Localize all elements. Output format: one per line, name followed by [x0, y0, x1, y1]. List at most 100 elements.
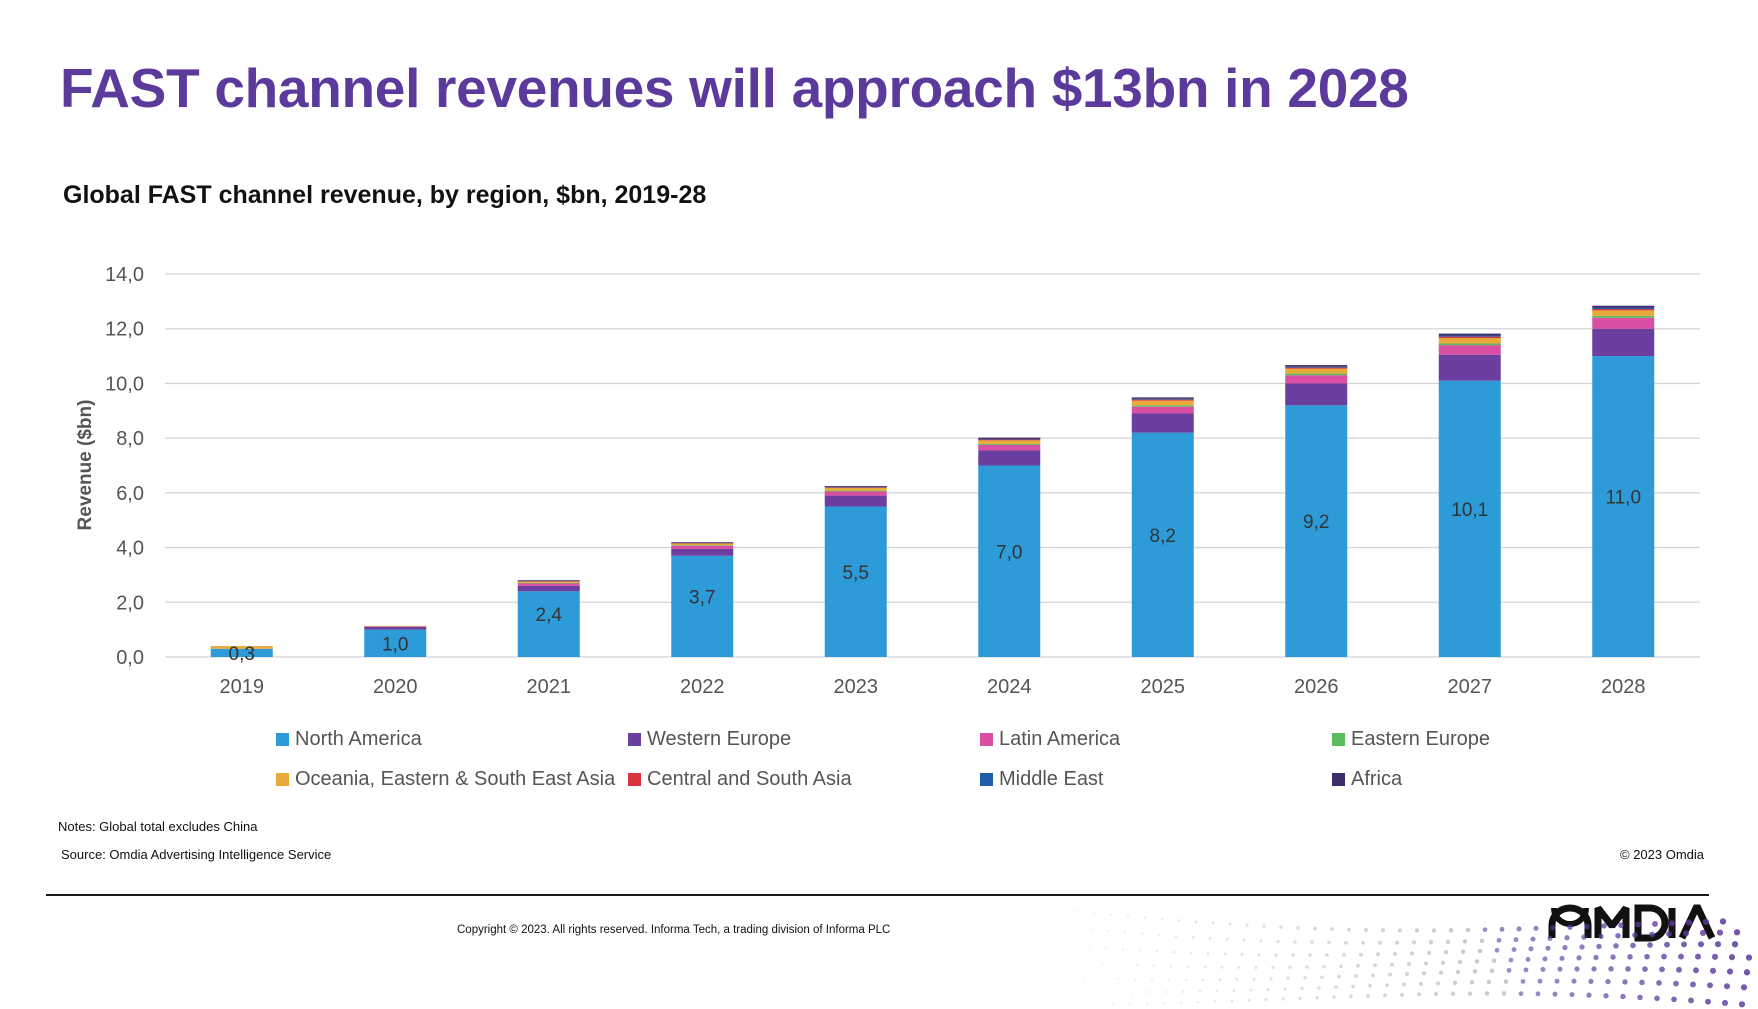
decorative-dot	[1709, 967, 1717, 974]
decorative-dot	[1738, 1001, 1746, 1008]
decorative-dot	[1540, 967, 1546, 973]
decorative-dot	[1181, 990, 1185, 994]
legend-label: Middle East	[999, 768, 1104, 790]
decorative-dot	[1400, 992, 1404, 997]
bar-segment-oceania-eastern-south-east-asia-2020	[364, 625, 427, 627]
decorative-dot	[1716, 929, 1724, 936]
data-label-2020: 1,0	[382, 634, 408, 655]
decorative-dot	[1276, 939, 1280, 944]
decorative-dot	[1428, 940, 1434, 945]
decorative-dot	[1368, 983, 1372, 988]
decorative-dot	[1567, 924, 1573, 930]
decorative-dot	[1269, 977, 1273, 981]
decorative-dot	[1330, 927, 1334, 932]
decorative-dot	[1518, 991, 1524, 997]
bar-segment-north-america-2028	[1592, 356, 1655, 657]
legend-label: Latin America	[999, 728, 1121, 750]
decorative-dot	[1591, 966, 1597, 972]
decorative-dot	[1426, 950, 1432, 955]
decorative-dot	[1603, 993, 1609, 999]
decorative-dot	[1731, 941, 1739, 948]
bar-segment-western-europe-2026	[1285, 383, 1348, 406]
decorative-dot	[1605, 978, 1611, 985]
decorative-dot	[1356, 963, 1360, 968]
decorative-dot	[1305, 965, 1309, 969]
decorative-dot	[1104, 947, 1108, 950]
decorative-dot	[1126, 914, 1130, 918]
decorative-dot	[1118, 963, 1122, 966]
bar-segment-middle-east-2028	[1592, 307, 1655, 310]
bar-segment-latin-america-2023	[824, 491, 887, 496]
bar-segment-latin-america-2022	[671, 545, 734, 549]
decorative-dot	[1344, 940, 1348, 945]
decorative-dot	[1281, 997, 1285, 1001]
decorative-dot	[1460, 949, 1466, 954]
decorative-dot	[1503, 979, 1509, 984]
data-label-2022: 3,7	[689, 587, 715, 608]
decorative-dot	[1584, 923, 1590, 930]
decorative-dot	[1337, 974, 1341, 979]
bar-segment-central-and-south-asia-2028	[1592, 309, 1655, 311]
decorative-dot	[1557, 966, 1563, 972]
legend-item: Oceania, Eastern & South East Asia	[276, 768, 615, 791]
legend-item: Africa	[1332, 768, 1402, 791]
decorative-dot	[1087, 945, 1091, 949]
decorative-dot	[1431, 928, 1437, 933]
bar-segment-oceania-eastern-south-east-asia-2027	[1438, 338, 1501, 344]
decorative-dot	[1688, 997, 1694, 1004]
decorative-dot	[1218, 978, 1222, 982]
bar-segment-western-europe-2021	[517, 585, 580, 592]
decorative-dot	[1286, 976, 1290, 980]
y-tick-label: 14,0	[105, 264, 144, 286]
bar-segment-north-america-2023	[824, 506, 887, 657]
bar-segment-eastern-europe-2022	[671, 545, 734, 546]
decorative-dot	[1220, 965, 1224, 969]
legend-swatch	[276, 773, 289, 786]
decorative-dot	[1496, 937, 1502, 943]
bar-segment-eastern-europe-2028	[1592, 315, 1655, 318]
footer-copyright: Copyright © 2023. All rights reserved. I…	[457, 924, 891, 936]
legend-label: Western Europe	[647, 728, 792, 750]
bar-segment-oceania-eastern-south-east-asia-2023	[824, 487, 887, 491]
bar-segment-north-america-2027	[1438, 380, 1501, 657]
decorative-dot	[1579, 944, 1585, 950]
bar-segment-north-america-2020	[364, 629, 427, 657]
chart-notes: Notes: Global total excludes China	[58, 819, 258, 834]
decorative-dot	[1702, 918, 1710, 926]
decorative-dot	[1445, 939, 1451, 945]
decorative-dot	[1683, 930, 1689, 937]
decorative-dot	[1533, 925, 1539, 931]
decorative-dot	[1632, 932, 1638, 938]
bar-segment-central-and-south-asia-2023	[824, 487, 887, 488]
bar-segment-middle-east-2021	[517, 580, 580, 582]
decorative-dot	[1245, 923, 1249, 927]
bar-segment-middle-east-2027	[1438, 335, 1501, 337]
decorative-dot	[1537, 978, 1543, 984]
decorative-dot	[1060, 909, 1061, 911]
decorative-dot	[1457, 959, 1463, 965]
decorative-dot	[1308, 953, 1312, 957]
decorative-dot	[1101, 962, 1105, 965]
decorative-dot	[1179, 1001, 1183, 1004]
decorative-dot	[1349, 994, 1353, 999]
decorative-dot-pattern	[1060, 909, 1753, 1008]
decorative-dot	[1194, 920, 1198, 924]
legend-item: Western Europe	[628, 728, 791, 751]
decorative-dot	[1320, 975, 1324, 979]
legend-item: Eastern Europe	[1332, 728, 1490, 751]
decorative-dot	[1327, 940, 1331, 945]
decorative-dot	[1728, 954, 1736, 961]
decorative-dot	[1477, 948, 1483, 954]
decorative-dot	[1332, 995, 1336, 999]
decorative-dot	[1164, 990, 1168, 994]
decorative-dot	[1649, 931, 1655, 938]
decorative-dot	[1452, 980, 1458, 985]
bar-segment-central-and-south-asia-2024	[978, 439, 1041, 441]
decorative-dot	[1150, 978, 1154, 981]
y-tick-label: 8,0	[116, 428, 144, 450]
decorative-dot	[1366, 993, 1370, 998]
decorative-dot	[1097, 990, 1099, 993]
decorative-dot	[1240, 952, 1244, 957]
decorative-dot	[1198, 990, 1202, 993]
decorative-dot	[1390, 962, 1394, 967]
